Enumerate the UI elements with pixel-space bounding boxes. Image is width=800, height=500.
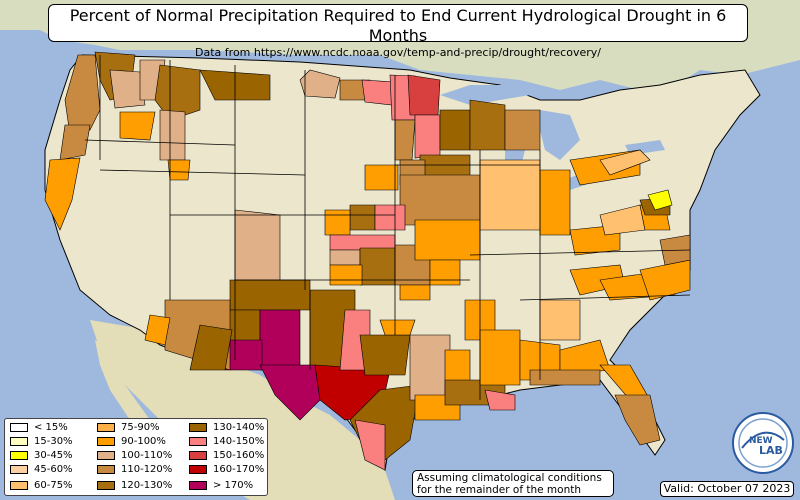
legend-swatch: [10, 422, 28, 432]
svg-text:NEW: NEW: [749, 436, 773, 446]
svg-text:LAB: LAB: [759, 444, 783, 457]
state-borders: [84, 55, 691, 400]
legend-item: < 15%: [10, 421, 68, 435]
legend-item: 100-110%: [97, 449, 172, 463]
legend-item: 150-160%: [189, 449, 264, 463]
legend-swatch: [189, 436, 207, 446]
lake-superior: [440, 85, 530, 105]
legend-swatch: [97, 436, 115, 446]
legend-swatch: [189, 480, 207, 490]
legend: < 15% 15-30% 30-45% 45-60% 60-75% 75-90%…: [4, 418, 268, 496]
legend-swatch: [10, 464, 28, 474]
map-subtitle: Data from https://www.ncdc.noaa.gov/temp…: [195, 46, 601, 59]
legend-item: 140-150%: [189, 435, 264, 449]
legend-swatch: [97, 450, 115, 460]
legend-item: 45-60%: [10, 463, 73, 477]
legend-item: 60-75%: [10, 479, 73, 493]
legend-swatch: [10, 480, 28, 490]
assumption-note: Assuming climatological conditions for t…: [412, 470, 614, 497]
legend-item: 30-45%: [10, 449, 73, 463]
legend-item: 160-170%: [189, 463, 264, 477]
legend-swatch: [189, 464, 207, 474]
legend-swatch: [10, 436, 28, 446]
valid-date: Valid: October 07 2023: [660, 481, 794, 497]
assumption-note-line1: Assuming climatological conditions: [417, 472, 602, 484]
legend-item: 110-120%: [97, 463, 172, 477]
map-title: Percent of Normal Precipitation Required…: [69, 6, 727, 45]
assumption-note-line2: for the remainder of the month: [417, 484, 582, 496]
legend-swatch: [189, 422, 207, 432]
newlab-logo: NEW LAB: [732, 412, 794, 474]
legend-item: 75-90%: [97, 421, 160, 435]
legend-swatch: [97, 464, 115, 474]
mexico-land: [90, 320, 395, 500]
legend-item: > 170%: [189, 479, 253, 493]
legend-item: 130-140%: [189, 421, 264, 435]
legend-swatch: [97, 480, 115, 490]
lake-huron: [540, 110, 580, 160]
legend-item: 15-30%: [10, 435, 73, 449]
title-box: Percent of Normal Precipitation Required…: [48, 4, 748, 59]
drought-regions: [44, 51, 691, 471]
legend-swatch: [97, 422, 115, 432]
legend-swatch: [189, 450, 207, 460]
legend-item: 120-130%: [97, 479, 172, 493]
legend-item: 90-100%: [97, 435, 166, 449]
legend-swatch: [10, 450, 28, 460]
